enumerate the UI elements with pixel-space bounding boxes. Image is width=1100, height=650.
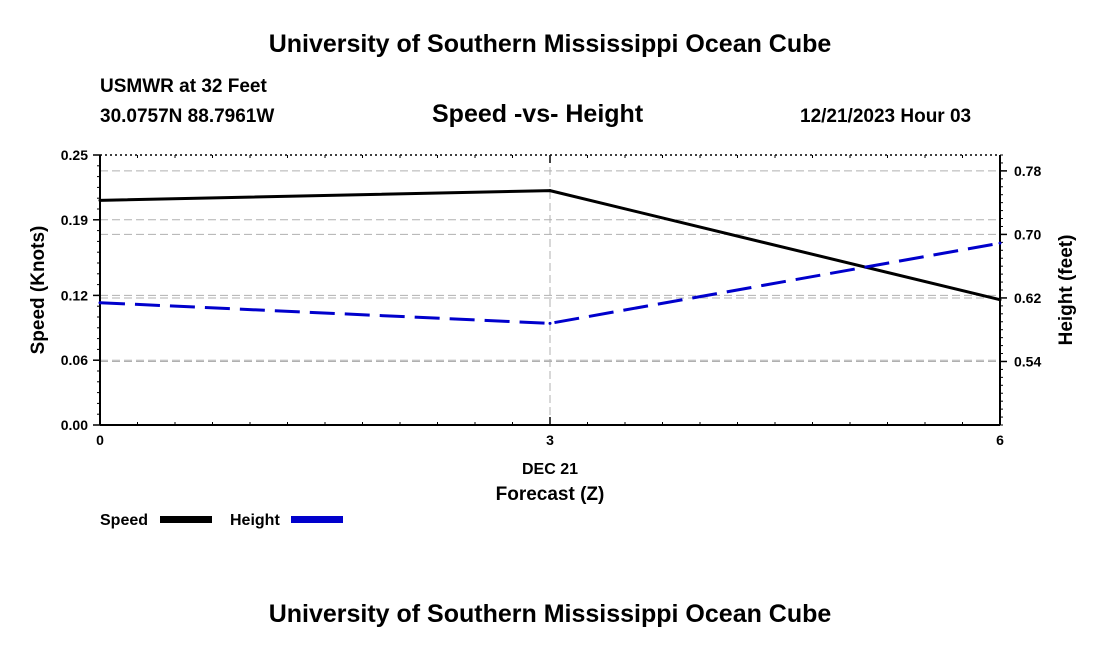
series-layer bbox=[98, 189, 1002, 325]
data-point-height-0 bbox=[98, 301, 102, 305]
data-point-speed-6 bbox=[998, 298, 1002, 302]
chart-subtitle: Speed -vs- Height bbox=[432, 100, 644, 128]
labels-layer: 0.00 0.06 0.12 0.19 0.25 0.54 0.62 0.70 0.78 0 3 6 D… bbox=[28, 147, 1077, 505]
x-tick-label-3: 3 bbox=[546, 432, 554, 448]
legend-label-height: Height bbox=[230, 512, 280, 529]
y-left-tick-label-0.00: 0.00 bbox=[61, 417, 88, 433]
data-point-speed-0 bbox=[98, 198, 102, 202]
axes-layer bbox=[93, 154, 1007, 426]
data-point-speed-3 bbox=[548, 189, 552, 193]
main-title: University of Southern Mississippi Ocean… bbox=[268, 30, 832, 58]
legend-swatch-speed bbox=[160, 516, 212, 523]
y-left-tick-label-0.12: 0.12 bbox=[61, 287, 88, 303]
y-right-tick-label-0.54: 0.54 bbox=[1014, 353, 1041, 369]
y-right-tick-label-0.62: 0.62 bbox=[1014, 290, 1041, 306]
y-right-tick-label-0.78: 0.78 bbox=[1014, 163, 1041, 179]
y-left-tick-label-0.06: 0.06 bbox=[61, 352, 88, 368]
data-point-height-3 bbox=[548, 321, 552, 325]
legend-layer: Speed Height bbox=[100, 512, 343, 529]
x-tick-label-0: 0 bbox=[96, 432, 104, 448]
x-axis-sublabel: DEC 21 bbox=[522, 461, 578, 478]
grid-layer bbox=[100, 155, 1000, 425]
y-left-tick-label-0.25: 0.25 bbox=[61, 147, 88, 163]
x-axis-label: Forecast (Z) bbox=[496, 484, 605, 505]
y-left-tick-label-0.19: 0.19 bbox=[61, 212, 88, 228]
y-left-axis-label: Speed (Knots) bbox=[28, 226, 49, 355]
station-label: USMWR at 32 Feet bbox=[100, 76, 267, 97]
footer-title: University of Southern Mississippi Ocean… bbox=[268, 600, 832, 628]
y-right-axis-label: Height (feet) bbox=[1056, 235, 1077, 346]
legend-label-speed: Speed bbox=[100, 512, 148, 529]
datetime-label: 12/21/2023 Hour 03 bbox=[800, 106, 972, 127]
series-line-height bbox=[99, 241, 1001, 325]
legend-swatch-height bbox=[291, 516, 343, 523]
x-tick-label-6: 6 bbox=[996, 432, 1004, 448]
y-right-tick-label-0.70: 0.70 bbox=[1014, 226, 1041, 242]
coordinates-label: 30.0757N 88.7961W bbox=[100, 106, 275, 127]
data-point-height-6 bbox=[998, 241, 1002, 245]
